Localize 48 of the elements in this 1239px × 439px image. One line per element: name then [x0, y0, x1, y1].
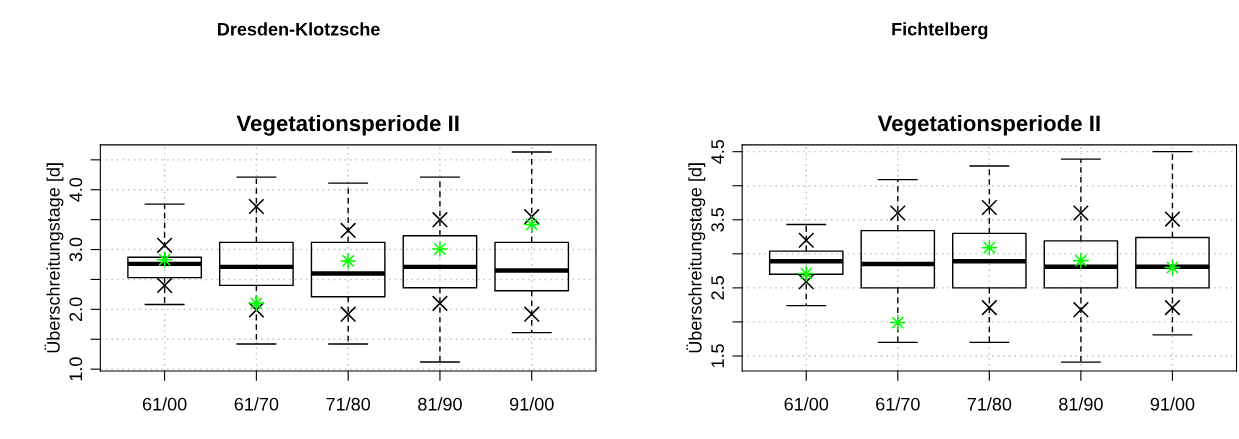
point [889, 204, 906, 222]
point [431, 240, 448, 257]
point [156, 277, 173, 294]
point [981, 199, 998, 216]
point [340, 306, 357, 323]
chart-subtitle: Vegetationsperiode II [236, 114, 459, 136]
point [798, 273, 815, 290]
point [889, 314, 906, 331]
point [248, 301, 265, 318]
point [1164, 211, 1181, 228]
y-tick-label: 4.5 [711, 139, 725, 164]
point [340, 252, 357, 269]
y-tick-label: 2.5 [711, 276, 725, 300]
x-tick-label: 81/90 [1059, 397, 1103, 411]
point [523, 306, 540, 323]
point [523, 208, 540, 225]
chart-title: Fichtelberg [892, 22, 988, 40]
chart-title: Dresden-Klotzsche [218, 22, 380, 36]
point [1164, 299, 1181, 316]
x-tick-label: 61/00 [784, 397, 829, 411]
x-tick-label: 91/00 [509, 397, 554, 411]
x-tick-label: 81/90 [418, 397, 462, 411]
point [1072, 252, 1089, 269]
point [156, 237, 173, 254]
y-axis-title: Überschreitungstage [d] [44, 163, 64, 353]
point [431, 211, 448, 228]
point [798, 265, 815, 282]
y-tick-label: 4.0 [69, 177, 83, 202]
x-tick-label: 61/70 [876, 397, 920, 411]
x-tick-label: 91/00 [1150, 397, 1195, 411]
point [248, 198, 265, 215]
point [1072, 301, 1089, 318]
y-tick-label: 3.5 [711, 207, 725, 232]
x-tick-label: 61/70 [234, 397, 279, 411]
y-tick-label: 2.0 [69, 297, 83, 321]
point [798, 232, 815, 249]
point [981, 299, 998, 316]
x-tick-label: 71/80 [967, 397, 1012, 411]
point [431, 295, 448, 312]
y-axis-title: Überschreitungstage [d] [686, 163, 706, 353]
x-tick-label: 71/80 [326, 397, 371, 411]
y-tick-label: 1.5 [711, 344, 725, 368]
chart-subtitle: Vegetationsperiode II [877, 114, 1100, 136]
point [340, 222, 357, 239]
y-tick-label: 3.0 [69, 237, 83, 262]
y-tick-label: 1.0 [69, 357, 83, 381]
point [1072, 204, 1089, 222]
x-tick-label: 61/00 [142, 397, 187, 411]
